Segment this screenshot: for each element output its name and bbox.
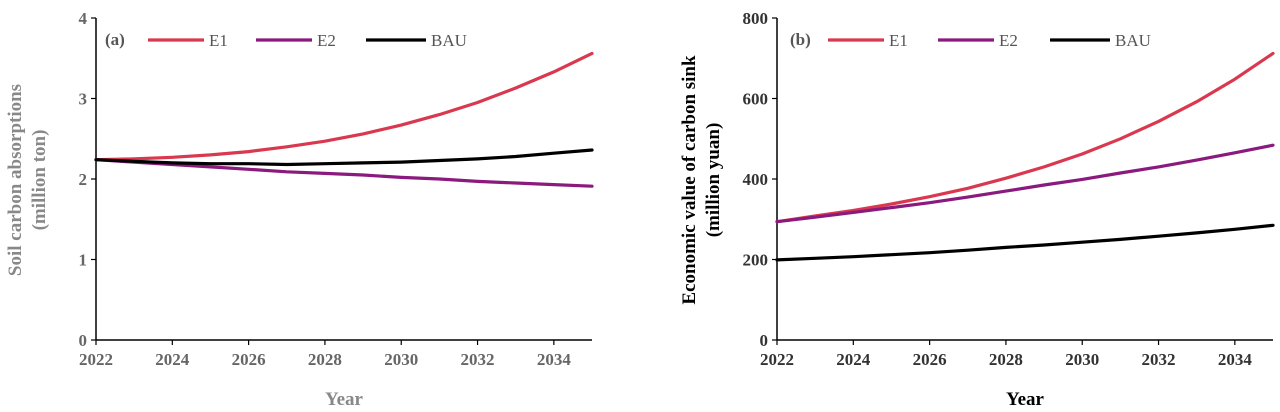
y-tick-label: 200 [743,251,769,270]
x-axis-title: Year [325,389,364,410]
series-line-e2 [94,158,594,188]
x-tick-label: 2030 [384,350,418,369]
x-tick-label: 2034 [1218,350,1253,369]
series-line-bau [775,223,1275,262]
series-line-e1 [775,51,1275,224]
y-axis-title-line: Economic value of carbon sink [679,55,700,305]
x-tick-label: 2026 [913,350,947,369]
y-tick-label: 600 [743,90,769,109]
y-axis-title-line: Soil carbon absorptions [5,84,26,276]
y-axis-title-line: (million ton) [29,130,50,231]
legend-label-bau: BAU [431,31,467,50]
y-tick-label: 400 [743,170,769,189]
legend-label-bau: BAU [1115,31,1151,50]
x-tick-label: 2022 [79,350,113,369]
legend-label-e1: E1 [889,31,908,50]
y-axis-title-line: (million yuan) [703,123,724,238]
chart-panel-a: 0 1 2 3 4 2022 2024 2026 2028 2030 2032 2034 Year Soi… [5,9,594,410]
panel-label: (a) [105,30,125,49]
y-tick-label: 4 [79,9,88,28]
x-tick-label: 2024 [836,350,871,369]
y-tick-label: 0 [760,331,769,350]
y-tick-label: 3 [79,90,88,109]
y-tick-label: 800 [743,9,769,28]
legend-label-e2: E2 [999,31,1018,50]
series-line-e1 [94,51,594,162]
legend-label-e2: E2 [317,31,336,50]
series-line-bau [94,148,594,167]
x-axis-title: Year [1006,389,1045,410]
legend-label-e1: E1 [209,31,228,50]
y-tick-label: 2 [79,170,88,189]
series-line-e2 [775,143,1275,224]
y-tick-label: 1 [79,251,88,270]
x-tick-label: 2026 [232,350,266,369]
chart-panel-b: 0 200 400 600 800 2022 2024 2026 2028 2030 2032 203… [679,9,1275,410]
x-tick-label: 2032 [461,350,495,369]
panel-label: (b) [790,30,811,49]
x-tick-label: 2028 [308,350,342,369]
x-tick-label: 2032 [1142,350,1176,369]
x-tick-label: 2022 [760,350,794,369]
x-tick-label: 2028 [989,350,1023,369]
x-tick-label: 2030 [1065,350,1099,369]
x-tick-label: 2024 [155,350,190,369]
y-tick-label: 0 [79,331,88,350]
x-tick-label: 2034 [537,350,572,369]
